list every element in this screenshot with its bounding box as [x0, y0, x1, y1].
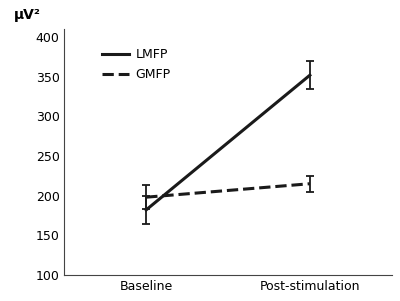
- Text: μV²: μV²: [14, 8, 40, 22]
- Legend: LMFP, GMFP: LMFP, GMFP: [97, 43, 176, 86]
